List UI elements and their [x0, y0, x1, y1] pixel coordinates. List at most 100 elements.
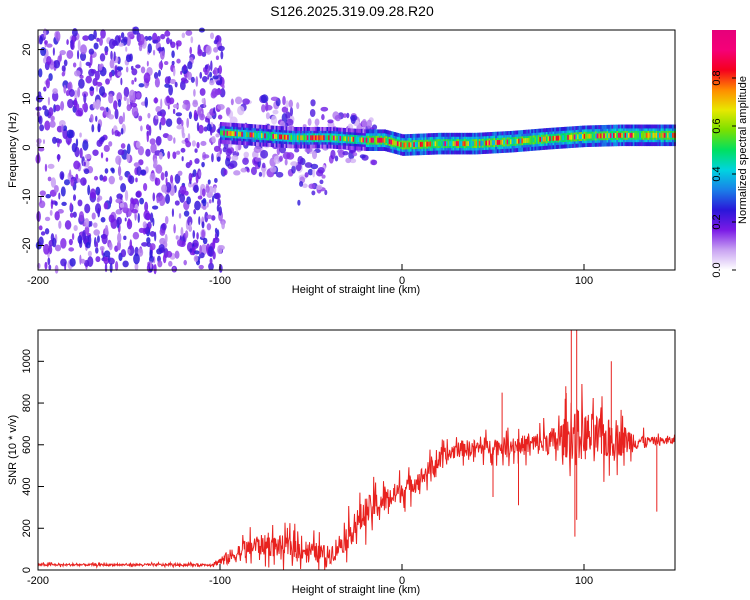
heatmap-cell [127, 248, 131, 255]
heatmap-cell [199, 88, 206, 96]
heatmap-cell [254, 157, 262, 162]
heatmap-cell [93, 229, 100, 236]
heatmap-cell [319, 135, 323, 141]
heatmap-cell [295, 135, 298, 141]
heatmap-cell [531, 137, 534, 143]
heatmap-cell [117, 71, 122, 77]
heatmap-cell [660, 132, 663, 138]
heatmap-cell [180, 226, 184, 237]
heatmap-cell [130, 197, 134, 204]
heatmap-cell [208, 246, 214, 258]
heatmap-cell [149, 138, 156, 145]
heatmap-cell [44, 109, 50, 117]
heatmap-cell [48, 73, 53, 82]
heatmap-cell [254, 132, 257, 138]
heatmap-cell [94, 70, 100, 81]
heatmap-cell [183, 64, 187, 72]
heatmap-cell [38, 115, 43, 125]
heatmap-cell [642, 132, 645, 138]
heatmap-cell [205, 45, 212, 55]
heatmap-cell [138, 34, 145, 46]
heatmap-cell [49, 120, 56, 128]
heatmap-cell [230, 98, 234, 106]
heatmap-cell [290, 135, 293, 141]
heatmap-cell [132, 231, 140, 240]
heatmap-cell [103, 202, 109, 210]
heatmap-cell [60, 238, 67, 249]
heatmap-cell [345, 157, 352, 164]
heatmap-cell [83, 168, 90, 175]
heatmap-cell [202, 237, 208, 245]
heatmap-cell [204, 211, 209, 223]
heatmap-cell [169, 78, 176, 85]
heatmap-cell [286, 152, 295, 160]
heatmap-cell [225, 157, 231, 167]
heatmap-cell [285, 111, 291, 119]
heatmap-cell [58, 138, 62, 144]
heatmap-cell [249, 132, 252, 138]
heatmap-cell [298, 135, 301, 141]
heatmap-cell [238, 131, 241, 137]
heatmap-cell [228, 130, 231, 136]
heatmap-cell [40, 231, 46, 236]
heatmap-cell [231, 155, 239, 161]
colorbar-tick-label: 0.6 [711, 118, 723, 133]
heatmap-cell [221, 221, 225, 230]
heatmap-cell [63, 84, 67, 94]
heatmap-cell [182, 99, 190, 105]
heatmap-cell [209, 71, 213, 78]
heatmap-cell [277, 134, 280, 140]
heatmap-cell [91, 124, 95, 133]
heatmap-cell [215, 133, 220, 138]
heatmap-cell [194, 148, 198, 153]
heatmap-cell [57, 209, 64, 214]
heatmap-cell [38, 146, 45, 152]
heatmap-cell [250, 166, 257, 176]
heatmap-cell [44, 216, 51, 222]
heatmap-cell [364, 137, 367, 143]
heatmap-cell [670, 132, 673, 138]
heatmap-cell [350, 114, 358, 122]
heatmap-cell [69, 202, 73, 211]
heatmap-cell [92, 101, 97, 109]
heatmap-cell [311, 135, 314, 141]
heatmap-cell [644, 132, 647, 138]
heatmap-cell [201, 188, 206, 197]
heatmap-cell [187, 133, 191, 141]
heatmap-cell [503, 139, 506, 145]
heatmap-cell [321, 135, 324, 141]
heatmap-cell [532, 137, 536, 143]
heatmap-cell [217, 45, 225, 52]
heatmap-cell [324, 189, 328, 196]
heatmap-cell [206, 223, 212, 231]
heatmap-frame [37, 29, 676, 271]
heatmap-cell [147, 112, 151, 119]
heatmap-cell [201, 51, 207, 57]
heatmap-cell [149, 243, 156, 251]
heatmap-cell [411, 142, 414, 148]
heatmap-cell [527, 137, 531, 143]
heatmap-cell [439, 141, 442, 147]
heatmap-cell [193, 109, 198, 119]
heatmap-cell [221, 84, 225, 90]
heatmap-cell [143, 182, 148, 192]
heatmap-cell [175, 150, 181, 155]
heatmap-cell [194, 250, 200, 255]
heatmap-cell [99, 37, 103, 46]
heatmap-cell [69, 212, 74, 218]
heatmap-cell [54, 211, 60, 221]
heatmap-cell [629, 132, 632, 138]
heatmap-cell [359, 137, 362, 143]
heatmap-cell [223, 130, 226, 136]
heatmap-cell [83, 161, 86, 167]
heatmap-cell [624, 132, 627, 138]
heatmap-cell [491, 140, 495, 146]
snr-frame [37, 329, 676, 571]
heatmap-cell [205, 185, 210, 193]
heatmap-cell [632, 132, 635, 138]
heatmap-cell [608, 133, 611, 139]
heatmap-cell [108, 214, 115, 223]
heatmap-cell [116, 66, 124, 71]
heatmap-cell [173, 223, 176, 234]
heatmap-cell [361, 118, 368, 128]
